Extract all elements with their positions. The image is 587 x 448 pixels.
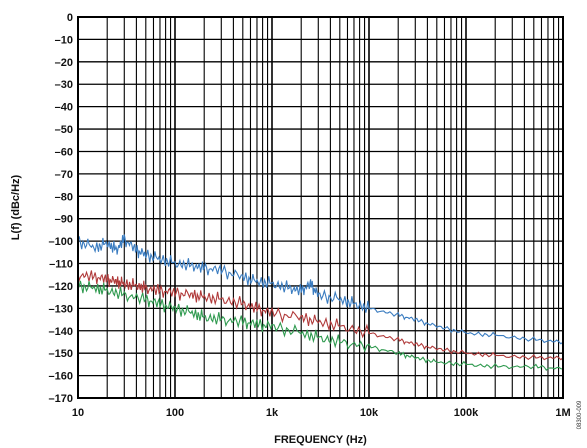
y-tick-label: –20 [55,57,73,69]
x-axis-title: FREQUENCY (Hz) [274,434,367,446]
y-tick-label: –30 [55,79,73,91]
y-tick-label: –110 [49,259,73,271]
y-tick-label: –10 [55,34,73,46]
x-tick-label: 10k [360,407,379,419]
y-tick-label: –50 [55,124,73,136]
y-tick-label: –40 [55,102,73,114]
y-tick-label: –90 [55,214,73,226]
y-tick-label: –160 [49,371,73,383]
y-tick-labels: 0 –10 –20 –30 –40 –50 –60 –70 –80 –90 –100 –110 –120… [49,12,73,405]
x-tick-label: 1M [555,407,570,419]
plot-frame [77,16,564,399]
series-lines [77,234,564,371]
y-tick-label: –170 [49,393,73,405]
x-tick-label: 1k [266,407,279,419]
y-tick-label: –70 [55,169,73,181]
series-line-2 [77,270,564,361]
y-tick-label: –60 [55,146,73,158]
y-tick-label: –100 [49,236,73,248]
y-axis-title: L(f) (dBc/Hz) [10,174,22,240]
grid [77,16,563,399]
y-tick-label: –140 [49,326,73,338]
x-tick-label: 10 [72,407,84,419]
y-tick-label: –130 [49,303,73,315]
y-tick-label: 0 [67,12,73,24]
x-tick-labels: 10 100 1k 10k 100k 1M [72,407,571,419]
series-line-1 [77,234,564,345]
y-tick-label: –150 [49,348,73,360]
series-line-3 [77,280,564,371]
y-tick-label: –120 [49,281,73,293]
figure-code-watermark: 08300-009 [577,400,583,429]
x-tick-label: 100 [166,407,184,419]
y-tick-label: –80 [55,191,73,203]
x-tick-label: 100k [454,407,479,419]
